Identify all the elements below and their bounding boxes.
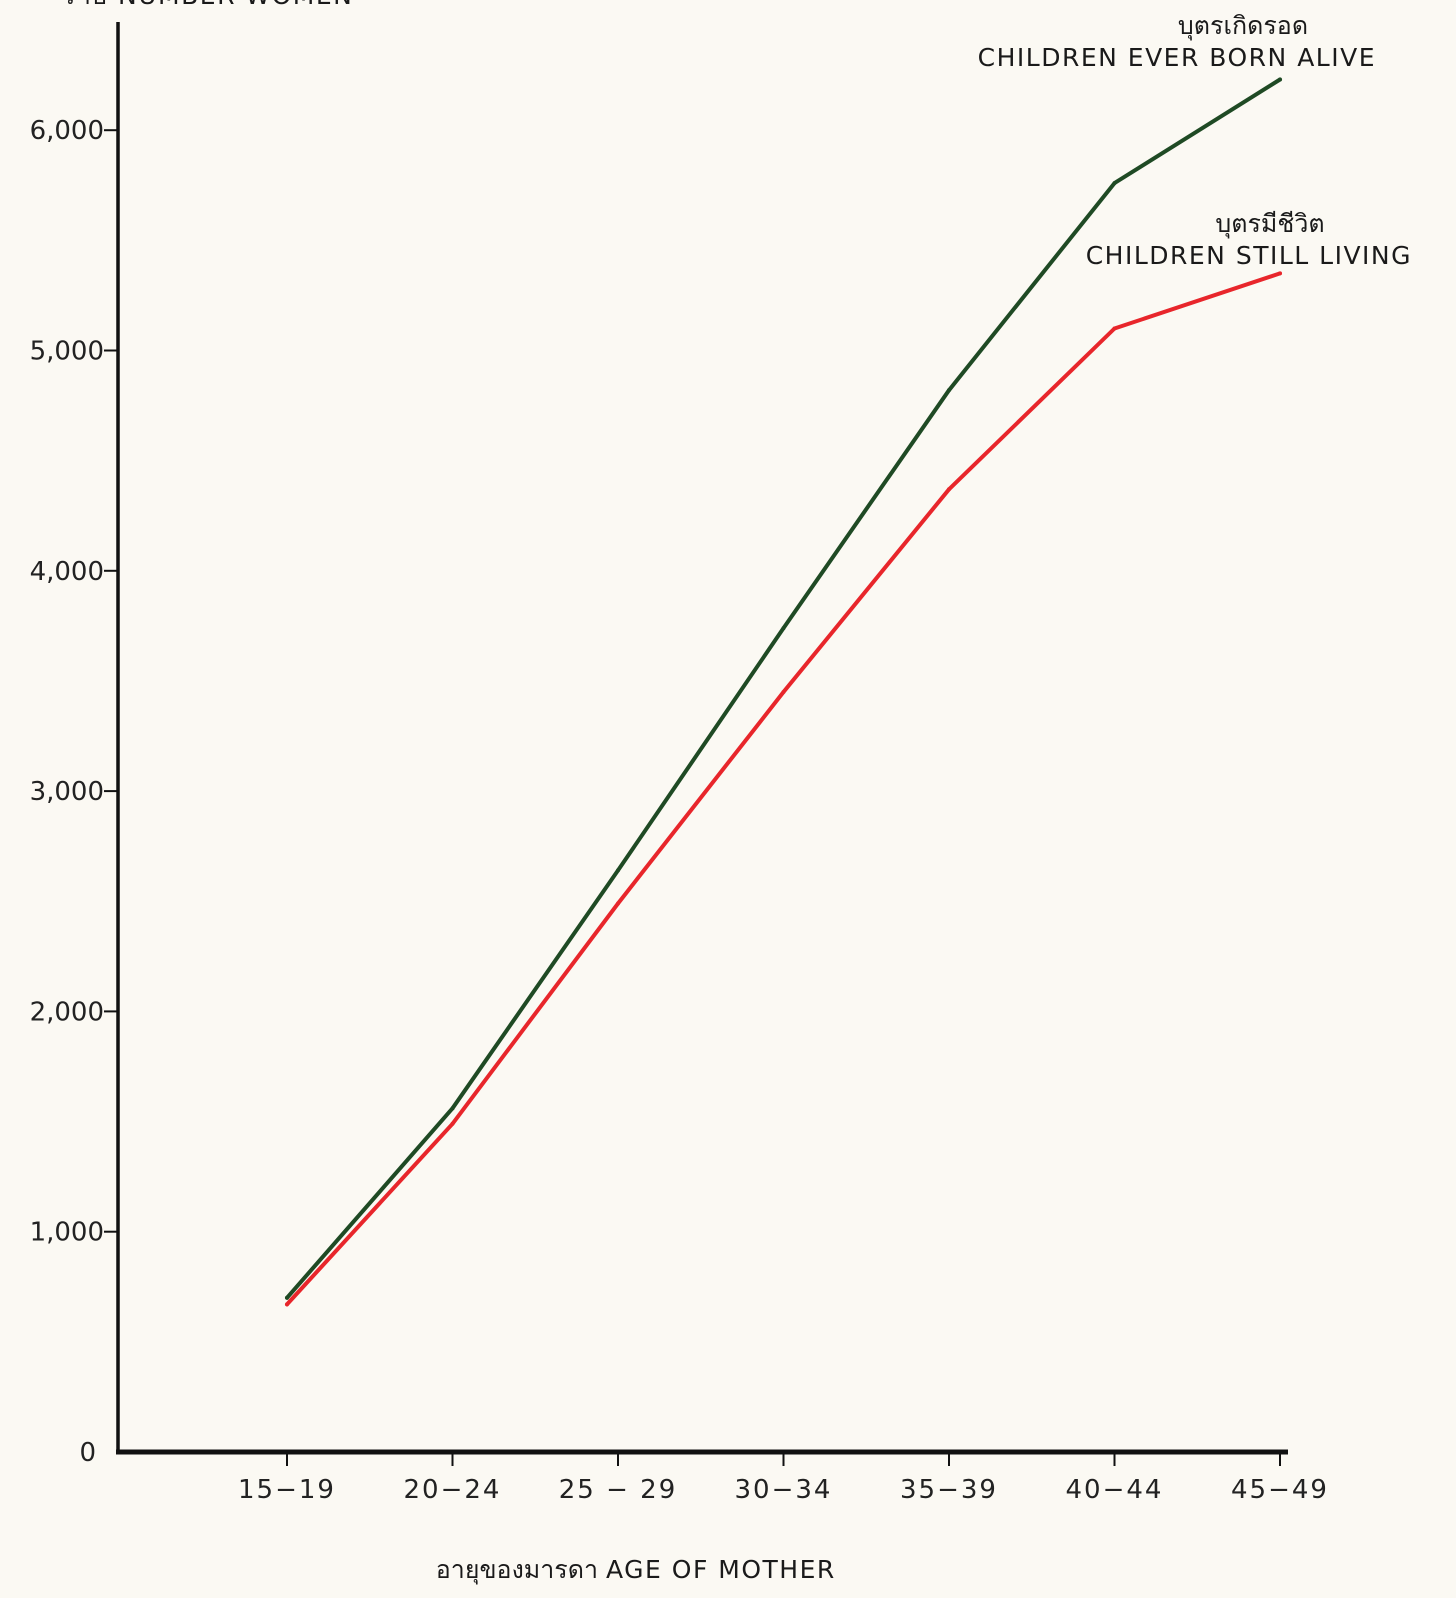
x-tick-label: 25 − 29: [559, 1475, 677, 1505]
x-tick-label: 15−19: [238, 1475, 336, 1505]
data-point: [781, 626, 786, 631]
y-tick-label: 0: [79, 1438, 96, 1468]
data-point: [781, 689, 786, 694]
series-label-still-living: CHILDREN STILL LIVING: [1086, 241, 1412, 270]
x-tick-label: 45−49: [1231, 1475, 1329, 1505]
x-axis-label: AGE OF MOTHER: [606, 1555, 836, 1584]
y-tick-label: 2,000: [30, 997, 104, 1027]
data-point: [285, 1295, 289, 1300]
x-tick-label: 40−44: [1066, 1475, 1164, 1505]
data-point: [450, 1106, 455, 1111]
y-tick-label: 5,000: [30, 337, 104, 367]
axes: [116, 22, 1288, 1455]
x-ticks: 15−19 20−24 25 − 29 30−34 35−39 40−44 45−49: [238, 1452, 1329, 1505]
y-ticks: 0 1,000 2,000 3,000 4,000 5,000 6,000: [30, 116, 118, 1468]
data-point: [947, 388, 951, 393]
data-point: [1278, 271, 1282, 276]
data-point: [1278, 77, 1282, 82]
data-point: [616, 868, 620, 873]
series-line-still-living: [285, 271, 1282, 1307]
y-axis-label: ราย NUMBER WOMEN: [62, 0, 353, 10]
x-tick-label: 30−34: [735, 1475, 833, 1505]
legend-still-living: บุตรมีชีวิต CHILDREN STILL LIVING: [1086, 209, 1412, 270]
data-point: [616, 901, 620, 906]
y-axis-title: ราย NUMBER WOMEN: [62, 0, 353, 10]
legend-born-alive: บุตรเกิดรอด CHILDREN EVER BORN ALIVE: [978, 11, 1376, 72]
y-tick-label: 4,000: [30, 557, 104, 587]
series-label-still-living-thai: บุตรมีชีวิต: [1215, 209, 1324, 239]
series-label-born-alive-thai: บุตรเกิดรอด: [1178, 11, 1308, 41]
data-point: [947, 487, 951, 492]
y-tick-label: 3,000: [30, 777, 104, 807]
y-tick-label: 6,000: [30, 116, 104, 146]
data-point: [1112, 181, 1117, 186]
data-point: [1112, 326, 1117, 331]
x-axis-title: อายุของมารดา AGE OF MOTHER: [436, 1555, 836, 1585]
series-lines: [285, 77, 1282, 1307]
y-tick-label: 1,000: [30, 1218, 104, 1248]
series-label-born-alive: CHILDREN EVER BORN ALIVE: [978, 43, 1376, 72]
x-axis-label-thai: อายุของมารดา: [436, 1555, 598, 1585]
data-point: [450, 1121, 455, 1126]
data-point: [285, 1302, 289, 1307]
x-tick-label: 20−24: [404, 1475, 502, 1505]
x-tick-label: 35−39: [900, 1475, 998, 1505]
